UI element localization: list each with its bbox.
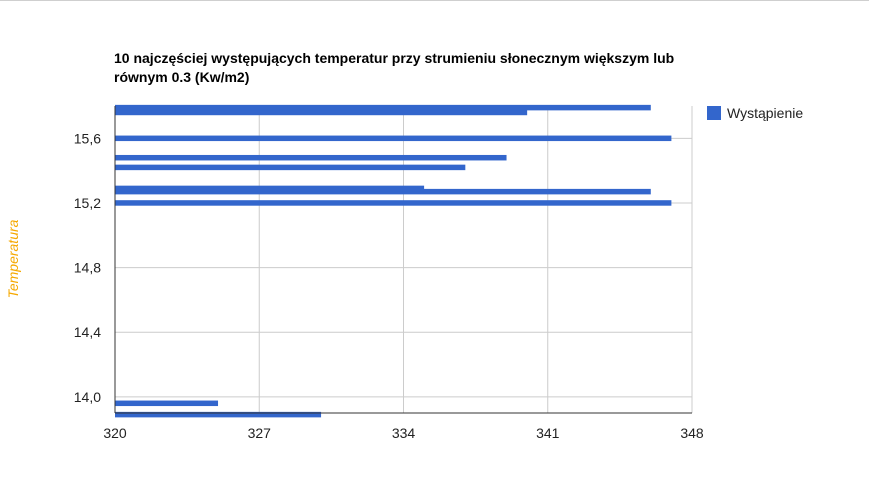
bar [115, 109, 528, 116]
bar [115, 154, 507, 161]
bars [115, 104, 672, 418]
grid-lines [115, 106, 693, 413]
x-tick-label: 341 [536, 425, 560, 441]
bar [115, 411, 322, 418]
x-tick-label: 327 [248, 425, 272, 441]
legend[interactable]: Wystąpienie [707, 105, 803, 121]
x-tick-label: 334 [392, 425, 416, 441]
x-tick-label: 348 [680, 425, 704, 441]
bar [115, 200, 672, 206]
bar [115, 400, 219, 407]
y-tick-label: 15,6 [74, 130, 101, 146]
legend-label: Wystąpienie [727, 105, 804, 121]
bar [115, 104, 651, 111]
bar [115, 135, 672, 142]
bar [115, 164, 466, 171]
axes [114, 106, 692, 414]
legend-swatch [707, 106, 721, 120]
y-tick-label: 14,4 [74, 324, 101, 340]
y-tick-label: 14,0 [74, 389, 101, 405]
y-tick-label: 15,2 [74, 195, 101, 211]
bar [115, 185, 425, 192]
chart-title: 10 najczęściej występujących temperatur … [114, 49, 694, 87]
tick-labels: 320 327 334 341 348 14,0 14,4 14,8 15,2 15,6 [74, 130, 704, 441]
x-tick-label: 320 [103, 425, 127, 441]
y-tick-label: 14,8 [74, 260, 101, 276]
chart-title-line-1: 10 najczęściej występujących temperatur … [114, 50, 675, 66]
bar [115, 188, 651, 195]
chart-title-line-2: równym 0.3 (Kw/m2) [114, 69, 250, 85]
